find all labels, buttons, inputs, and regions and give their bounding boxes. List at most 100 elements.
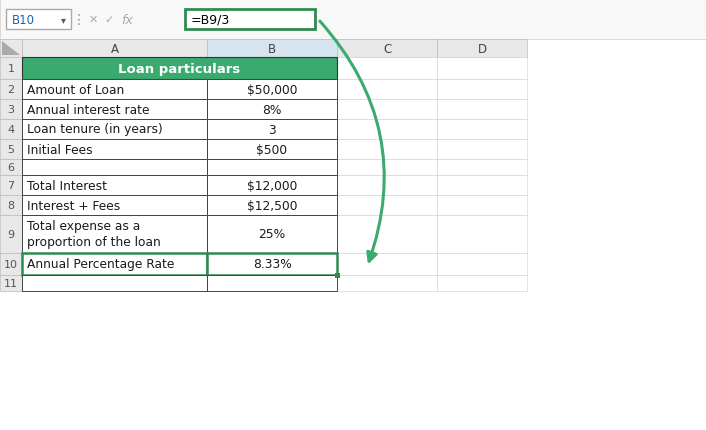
Text: 4: 4 xyxy=(8,125,15,135)
Bar xyxy=(437,175,527,196)
Text: 3: 3 xyxy=(8,105,15,115)
Bar xyxy=(22,140,207,160)
Bar xyxy=(207,120,337,140)
Bar xyxy=(207,40,337,58)
Bar xyxy=(0,215,22,253)
Bar xyxy=(437,275,527,291)
Bar xyxy=(207,275,337,291)
Bar xyxy=(22,120,207,140)
Bar xyxy=(207,253,337,275)
Bar xyxy=(337,175,437,196)
Text: ✕: ✕ xyxy=(88,15,97,25)
Text: Annual interest rate: Annual interest rate xyxy=(27,103,150,116)
Text: ⋮: ⋮ xyxy=(72,13,86,27)
Bar xyxy=(6,10,71,30)
Text: D: D xyxy=(477,43,486,55)
Bar xyxy=(337,253,437,275)
Bar xyxy=(337,275,437,291)
Text: ▾: ▾ xyxy=(61,15,66,25)
Bar xyxy=(22,40,207,58)
Bar xyxy=(337,140,437,160)
Bar xyxy=(337,160,437,175)
Bar xyxy=(437,100,527,120)
Text: 1: 1 xyxy=(8,64,15,74)
Bar xyxy=(337,100,437,120)
Text: $12,500: $12,500 xyxy=(247,199,297,212)
Bar xyxy=(207,215,337,253)
Polygon shape xyxy=(2,42,20,56)
Bar xyxy=(22,175,207,196)
Text: A: A xyxy=(111,43,119,55)
Text: Initial Fees: Initial Fees xyxy=(27,143,92,156)
Text: 25%: 25% xyxy=(258,228,285,241)
Bar xyxy=(437,120,527,140)
Bar xyxy=(437,80,527,100)
Text: Total expense as a
proportion of the loan: Total expense as a proportion of the loa… xyxy=(27,220,161,249)
Text: 2: 2 xyxy=(8,85,15,95)
Bar xyxy=(185,10,315,30)
Text: fx: fx xyxy=(121,13,133,26)
Text: Interest + Fees: Interest + Fees xyxy=(27,199,120,212)
Text: 9: 9 xyxy=(8,230,15,240)
Bar xyxy=(0,140,22,160)
Bar xyxy=(337,40,437,58)
Bar xyxy=(0,0,706,40)
Bar xyxy=(0,275,22,291)
Bar xyxy=(0,253,22,275)
Text: $12,000: $12,000 xyxy=(247,179,297,192)
Bar xyxy=(22,100,207,120)
Bar xyxy=(22,58,337,80)
Bar xyxy=(337,58,437,80)
Bar xyxy=(22,215,207,253)
Bar xyxy=(0,120,22,140)
Bar xyxy=(22,196,207,215)
Text: 7: 7 xyxy=(8,181,15,190)
Text: C: C xyxy=(383,43,391,55)
Text: 10: 10 xyxy=(4,259,18,269)
Bar xyxy=(437,215,527,253)
Bar xyxy=(0,100,22,120)
Bar xyxy=(207,100,337,120)
Text: 8: 8 xyxy=(8,200,15,211)
Text: 5: 5 xyxy=(8,144,15,155)
Bar xyxy=(0,196,22,215)
Text: 6: 6 xyxy=(8,163,15,172)
Bar xyxy=(22,80,207,100)
Bar xyxy=(437,140,527,160)
Bar xyxy=(335,273,340,278)
Text: Total Interest: Total Interest xyxy=(27,179,107,192)
Bar xyxy=(207,160,337,175)
Bar xyxy=(437,160,527,175)
Bar xyxy=(22,253,207,275)
Text: 8%: 8% xyxy=(263,103,282,116)
Bar xyxy=(437,58,527,80)
Text: =B9/3: =B9/3 xyxy=(191,13,230,26)
Bar xyxy=(0,80,22,100)
Text: Annual Percentage Rate: Annual Percentage Rate xyxy=(27,258,174,271)
Bar xyxy=(337,196,437,215)
Bar xyxy=(0,58,22,80)
Text: $500: $500 xyxy=(256,143,287,156)
Text: B10: B10 xyxy=(12,13,35,26)
Bar xyxy=(0,40,22,58)
Bar xyxy=(337,215,437,253)
Text: Amount of Loan: Amount of Loan xyxy=(27,83,124,96)
Bar xyxy=(207,196,337,215)
Bar xyxy=(0,175,22,196)
Text: ✓: ✓ xyxy=(104,15,114,25)
Bar xyxy=(207,80,337,100)
Text: $50,000: $50,000 xyxy=(247,83,297,96)
Text: B: B xyxy=(268,43,276,55)
Bar xyxy=(437,196,527,215)
Bar xyxy=(207,140,337,160)
Text: Loan particulars: Loan particulars xyxy=(119,62,241,75)
Bar xyxy=(437,253,527,275)
Text: 3: 3 xyxy=(268,123,276,136)
Text: 11: 11 xyxy=(4,278,18,289)
Bar xyxy=(22,275,207,291)
Bar xyxy=(207,175,337,196)
Bar xyxy=(22,160,207,175)
Bar xyxy=(0,160,22,175)
Text: Loan tenure (in years): Loan tenure (in years) xyxy=(27,123,163,136)
Bar xyxy=(337,80,437,100)
